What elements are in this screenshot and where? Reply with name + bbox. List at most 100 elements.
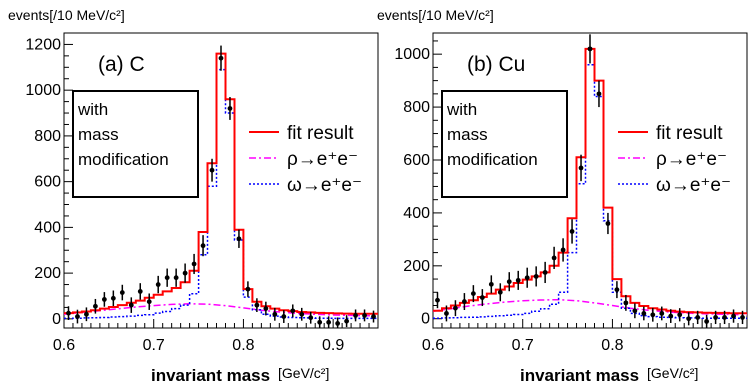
data-marker: [236, 236, 242, 242]
data-marker: [470, 291, 476, 297]
y-tick-label: 1200: [25, 36, 61, 53]
panel-b: 0.6 0.7 0.8 0.9 0 200 400 600 800 1000 events[/10 …: [377, 7, 748, 383]
data-marker: [146, 299, 152, 305]
data-point: [587, 34, 593, 64]
data-marker: [515, 277, 521, 283]
data-point: [533, 266, 539, 287]
data-point: [560, 238, 566, 262]
data-point: [641, 306, 647, 321]
data-marker: [479, 295, 485, 300]
data-point: [713, 310, 718, 325]
data-point: [146, 293, 152, 310]
data-point: [542, 261, 548, 284]
data-point: [462, 293, 467, 311]
data-point: [614, 281, 620, 299]
data-marker: [435, 297, 440, 303]
data-marker: [84, 311, 89, 317]
data-marker: [353, 313, 358, 318]
data-point: [488, 275, 494, 294]
x-tick-label: 0.9: [322, 337, 344, 354]
data-point: [209, 158, 215, 182]
data-point: [479, 289, 485, 307]
annotation-text: mass: [447, 125, 488, 144]
data-marker: [218, 55, 224, 61]
data-point: [632, 303, 638, 319]
data-point: [290, 304, 296, 318]
data-marker: [75, 314, 80, 319]
data-marker: [344, 318, 349, 324]
data-point: [254, 298, 260, 312]
data-point: [596, 80, 602, 108]
data-marker: [462, 299, 467, 304]
data-point: [470, 285, 476, 303]
x-axis-unit: [GeV/c²]: [278, 365, 329, 381]
data-marker: [524, 275, 530, 281]
data-marker: [155, 282, 161, 287]
data-point: [371, 310, 376, 323]
data-point: [155, 275, 161, 294]
panel-label: (a) C: [98, 53, 145, 76]
data-point: [668, 309, 674, 323]
legend: fit result ρ→e⁺e⁻ ω→e⁺e⁻: [249, 123, 362, 196]
data-marker: [209, 167, 215, 173]
panel-a: 0.6 0.7 0.8 0.9 0 200 400 600 800 1000 1200 events[…: [8, 7, 379, 383]
x-axis-unit: [GeV/c²]: [647, 365, 698, 381]
data-point: [245, 281, 251, 297]
data-marker: [596, 91, 602, 97]
data-point: [686, 312, 692, 326]
y-tick-label: 600: [403, 152, 430, 169]
plot-frame: [63, 32, 379, 329]
data-marker: [119, 290, 125, 295]
data-point: [66, 306, 71, 320]
rho-curve: [63, 303, 379, 317]
data-marker: [542, 270, 548, 275]
y-tick-label: 400: [403, 205, 430, 222]
data-point: [227, 97, 233, 120]
data-marker: [722, 315, 727, 320]
legend-label-fit: fit result: [287, 123, 354, 144]
y-tick-label: 200: [403, 258, 430, 275]
x-tick-label: 0.6: [53, 337, 75, 354]
data-point: [200, 235, 206, 257]
data-marker: [453, 305, 458, 311]
data-point: [453, 300, 458, 317]
data-point: [695, 310, 701, 325]
data-marker: [128, 302, 134, 308]
data-marker: [695, 315, 701, 320]
fit-histogram: [433, 47, 747, 315]
data-marker: [362, 313, 367, 318]
data-marker: [245, 286, 251, 292]
data-point: [659, 306, 665, 321]
data-point: [182, 263, 188, 283]
data-point: [326, 316, 332, 328]
data-marker: [569, 229, 575, 234]
data-marker: [191, 261, 197, 267]
data-point: [110, 290, 116, 307]
legend-label-rho: ρ→e⁺e⁻: [656, 149, 727, 170]
data-marker: [578, 165, 584, 171]
data-marker: [713, 315, 718, 320]
data-marker: [551, 255, 557, 261]
data-point: [515, 270, 521, 290]
data-point: [119, 284, 125, 301]
x-tick-label: 0.8: [601, 337, 623, 354]
data-point: [218, 45, 224, 71]
data-point: [677, 308, 683, 322]
data-point: [731, 309, 736, 323]
data-point: [84, 307, 89, 322]
data-marker: [101, 297, 107, 302]
y-tick-label: 400: [34, 219, 61, 236]
data-marker: [299, 311, 305, 317]
data-marker: [66, 310, 71, 316]
y-tick-label: 600: [34, 174, 61, 191]
data-marker: [506, 279, 512, 285]
y-tick-label: 800: [403, 99, 430, 116]
data-marker: [137, 289, 143, 294]
annotation-text: modification: [447, 150, 538, 169]
legend-label-omega: ω→e⁺e⁻: [287, 175, 362, 196]
data-point: [299, 307, 305, 321]
data-point: [164, 268, 170, 287]
y-tick-label: 800: [34, 128, 61, 145]
